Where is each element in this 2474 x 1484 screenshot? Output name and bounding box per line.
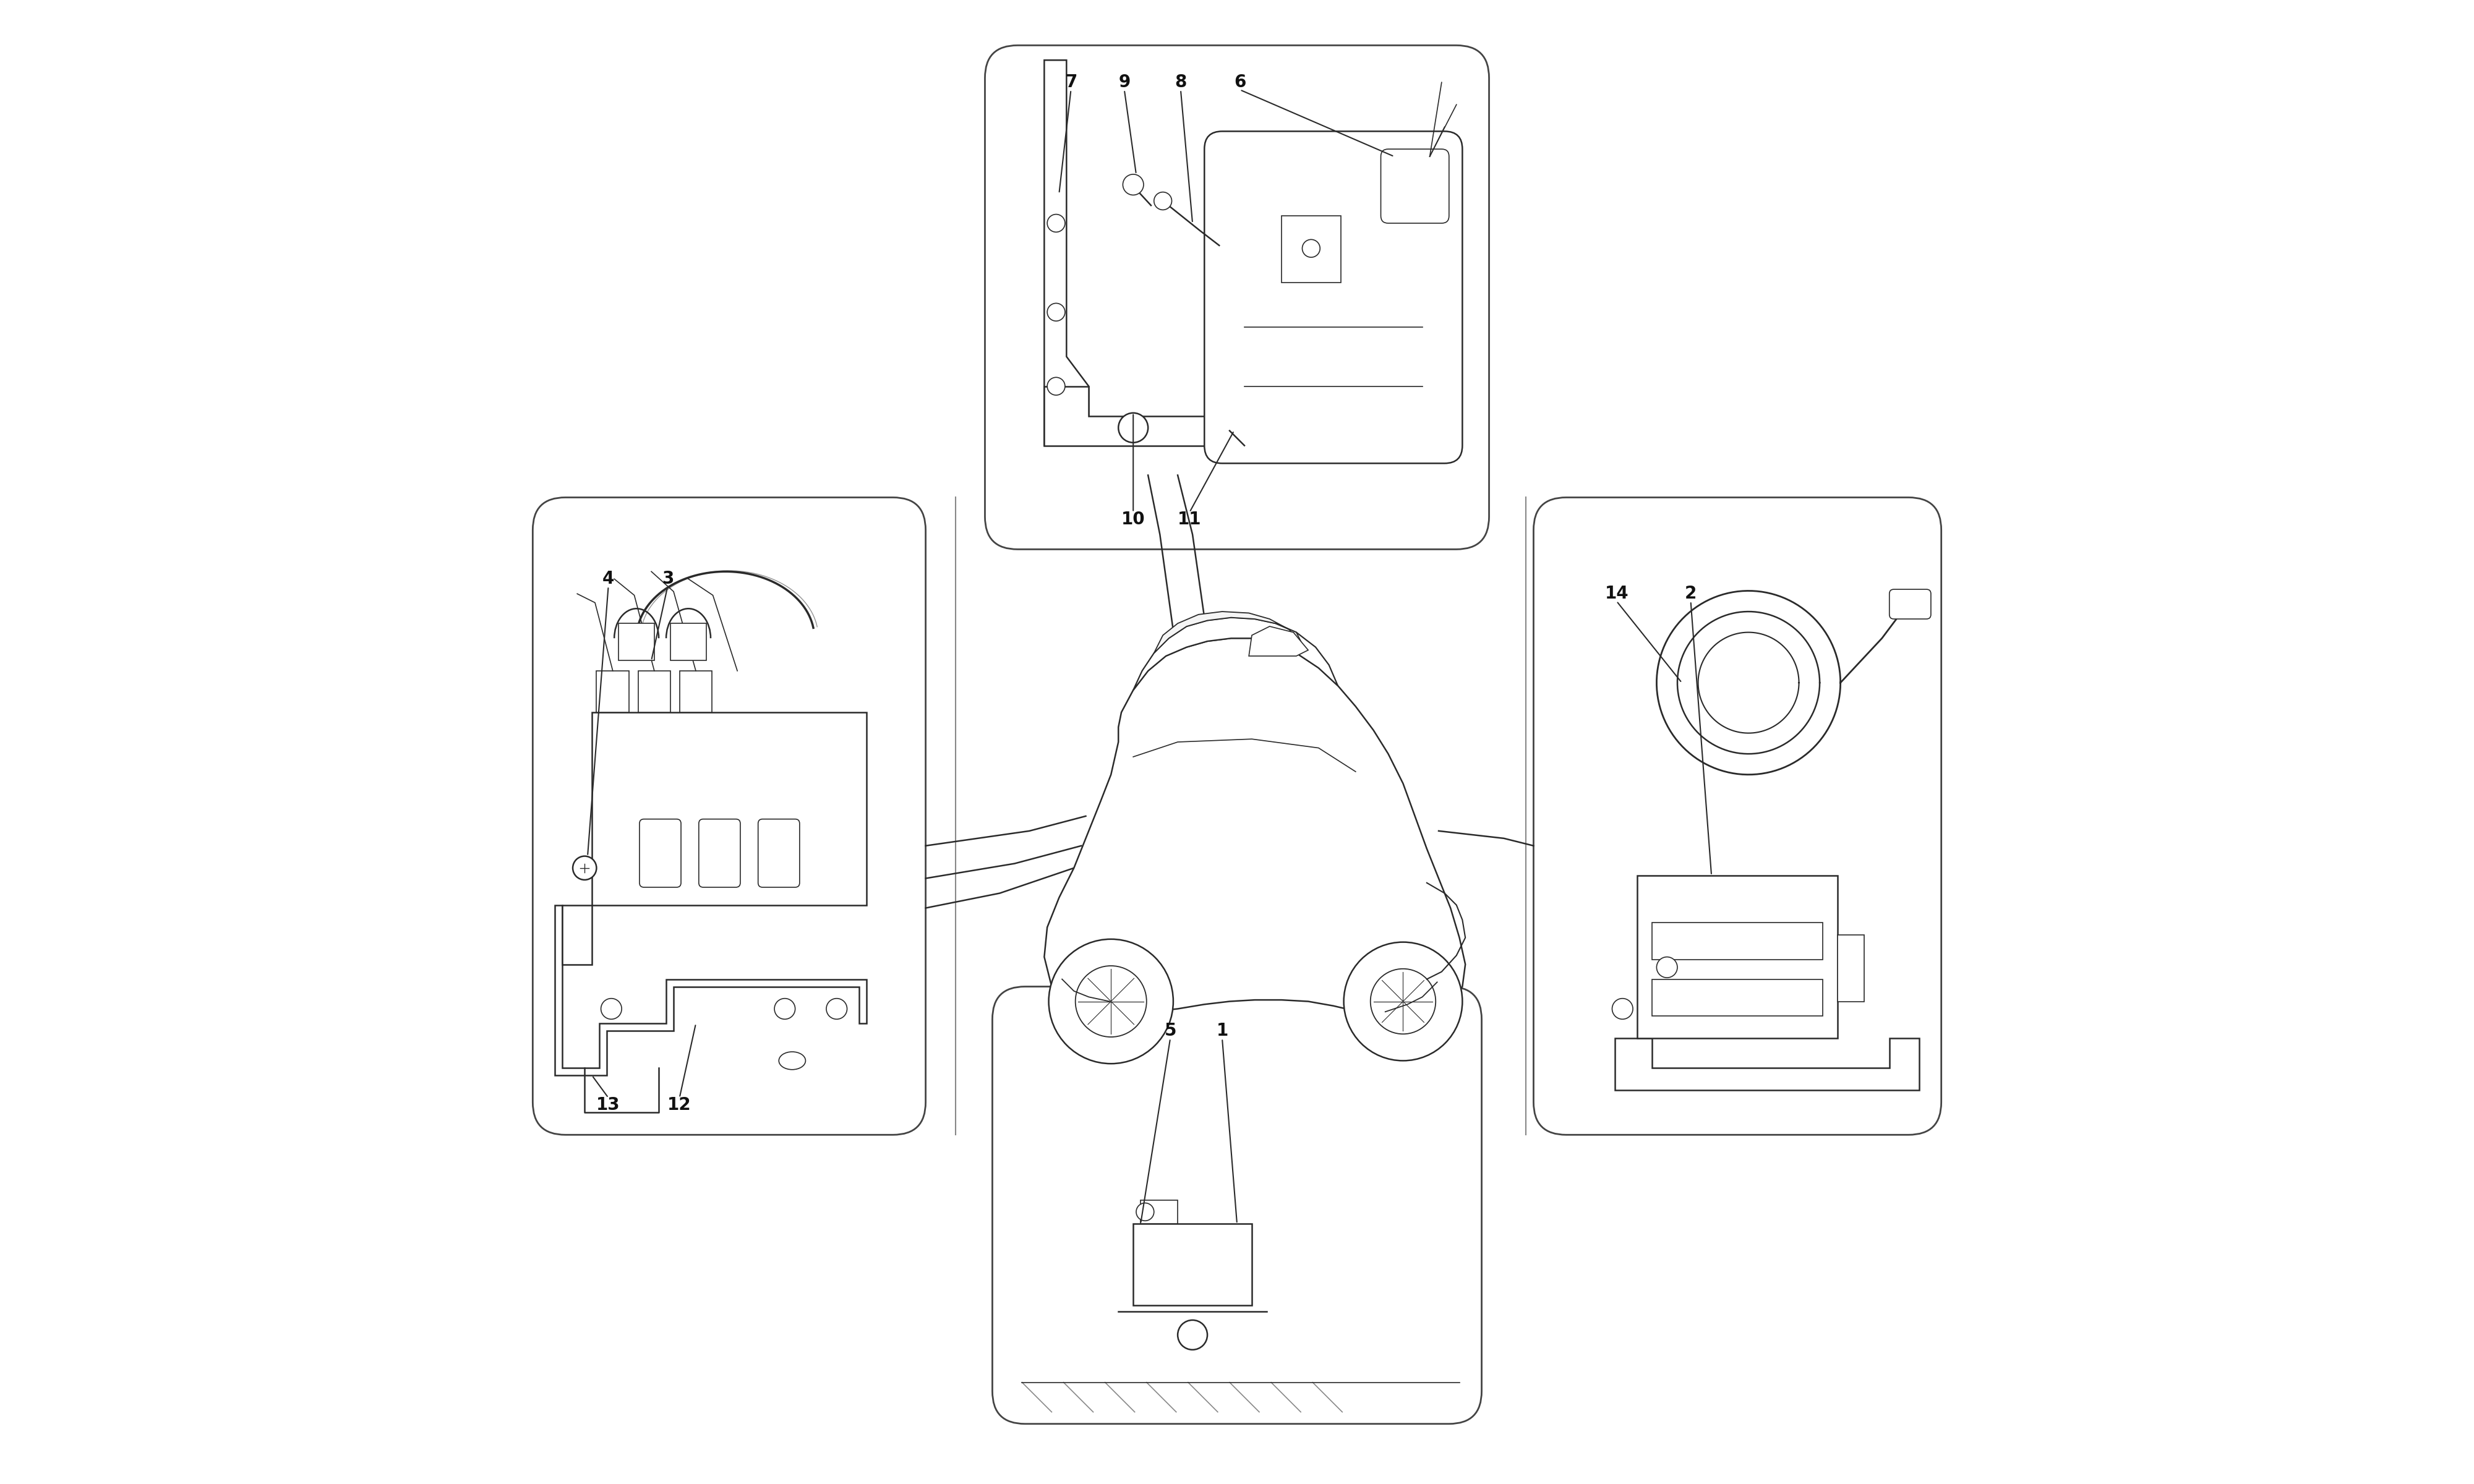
FancyBboxPatch shape [1282,215,1341,282]
Circle shape [1118,413,1148,442]
Circle shape [1178,1321,1207,1350]
Circle shape [1658,957,1677,978]
Text: 6: 6 [1235,74,1247,91]
FancyBboxPatch shape [596,671,628,712]
Circle shape [1301,239,1321,257]
Text: 8: 8 [1175,74,1188,91]
Circle shape [826,999,846,1020]
Text: 3: 3 [661,570,673,588]
Circle shape [574,856,596,880]
Circle shape [1076,966,1145,1037]
FancyBboxPatch shape [680,671,713,712]
Circle shape [774,999,794,1020]
Ellipse shape [779,1052,807,1070]
FancyBboxPatch shape [1141,1201,1178,1224]
Circle shape [601,999,621,1020]
Circle shape [1049,939,1173,1064]
FancyBboxPatch shape [1838,935,1865,1002]
Circle shape [1613,999,1633,1020]
Circle shape [1047,377,1064,395]
Circle shape [1136,1204,1153,1221]
FancyBboxPatch shape [1653,979,1823,1017]
Polygon shape [1044,61,1089,445]
Text: 11: 11 [1178,510,1202,528]
Circle shape [1123,174,1143,194]
FancyBboxPatch shape [1890,589,1930,619]
FancyBboxPatch shape [532,497,925,1135]
Text: 5: 5 [1165,1022,1175,1040]
Text: 12: 12 [668,1097,690,1114]
Text: 9: 9 [1118,74,1131,91]
FancyBboxPatch shape [638,819,680,887]
FancyBboxPatch shape [1534,497,1942,1135]
Text: 13: 13 [596,1097,621,1114]
Polygon shape [1249,626,1309,656]
FancyBboxPatch shape [1653,923,1823,960]
FancyBboxPatch shape [985,46,1489,549]
Polygon shape [554,905,866,1076]
Circle shape [1371,969,1435,1034]
FancyBboxPatch shape [698,819,740,887]
Text: 10: 10 [1121,510,1145,528]
Polygon shape [1133,617,1338,690]
Text: 7: 7 [1064,74,1076,91]
Polygon shape [1616,1039,1920,1091]
FancyBboxPatch shape [618,623,653,660]
Text: 4: 4 [601,570,614,588]
Polygon shape [562,905,591,965]
Text: 2: 2 [1685,585,1697,603]
FancyBboxPatch shape [1638,876,1838,1039]
Text: 1: 1 [1217,1022,1227,1040]
FancyBboxPatch shape [1133,1224,1252,1306]
FancyBboxPatch shape [638,671,670,712]
FancyBboxPatch shape [670,623,705,660]
Circle shape [1047,303,1064,321]
FancyBboxPatch shape [757,819,799,887]
Circle shape [1343,942,1462,1061]
Polygon shape [1044,386,1237,445]
Polygon shape [1153,611,1301,653]
FancyBboxPatch shape [1205,131,1462,463]
Text: 14: 14 [1606,585,1628,603]
FancyBboxPatch shape [591,712,866,905]
FancyBboxPatch shape [992,987,1482,1423]
Polygon shape [1044,638,1465,1017]
Circle shape [1047,214,1064,232]
FancyBboxPatch shape [1380,148,1450,223]
Circle shape [1153,191,1173,209]
